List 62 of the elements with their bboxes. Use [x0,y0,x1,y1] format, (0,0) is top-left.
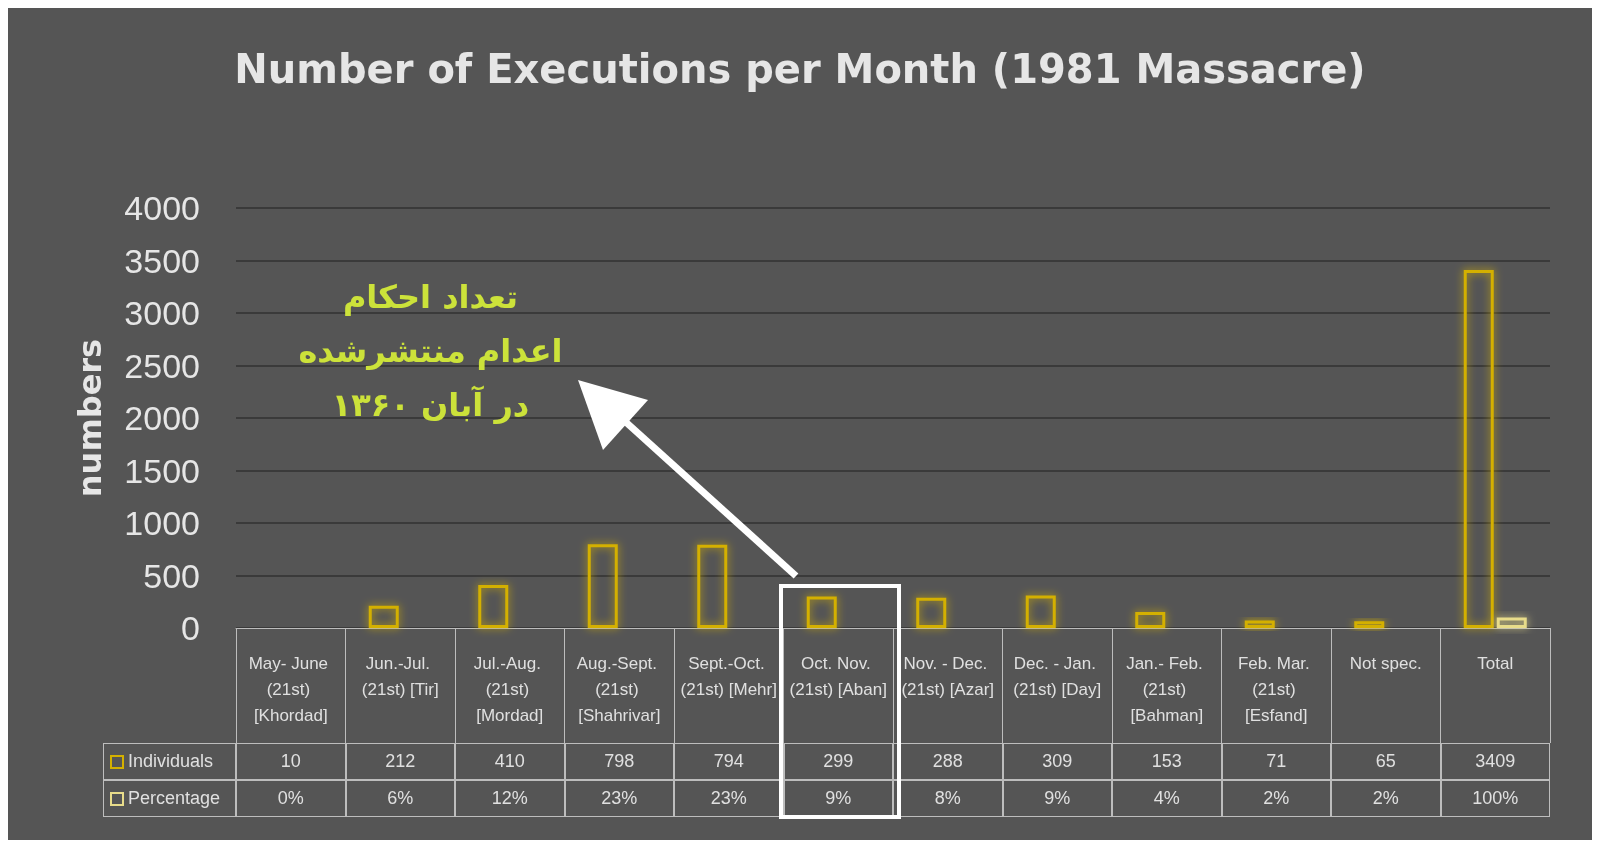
data-label: 299 [783,743,893,780]
bar [1025,595,1056,628]
data-label: 23% [564,780,674,817]
bar [587,544,618,628]
y-tick-label: 0 [181,609,200,647]
data-label: 2% [1221,780,1331,817]
data-label: 410 [455,743,565,780]
y-axis-title: numbers [71,338,109,498]
data-label: 3409 [1440,743,1550,780]
bar [1496,617,1527,628]
x-tick-label: Nov. - Dec. (21st) [Azar] [901,653,995,699]
y-tick-label: 3500 [124,241,200,280]
y-tick-label: 3000 [124,294,200,332]
y-tick-label: 1500 [124,451,200,490]
x-tick-label: Jan.- Feb. (21st) [Bahman] [1126,653,1208,725]
data-label: 8% [893,780,1003,817]
bar [478,584,509,628]
legend-label: Individuals [128,751,214,772]
x-tick-label: Total [1477,653,1514,673]
y-tick-label: 4000 [124,189,200,227]
annotation: تعداد احکام اعدام منتشرشده در آبان ۱۳۶۰ [298,277,563,426]
x-tick-label: Aug.-Sept. (21st) [Shahrivar] [576,653,662,725]
chart-title: Number of Executions per Month (1981 Massacre) [234,46,1366,92]
bar [1244,620,1275,628]
data-label: 9% [1002,780,1112,817]
x-tick-label: Jun.-Jul. (21st) [Tir] [361,653,439,699]
data-label: 798 [564,743,674,780]
bar [916,597,947,628]
x-tick-label: Feb. Mar. (21st) [Esfand] [1237,653,1315,725]
x-tick-label: Not spec. [1349,653,1422,673]
x-tick-label: Dec. - Jan. (21st) [Day] [1013,653,1102,699]
data-label: 100% [1440,780,1550,817]
data-label: 153 [1112,743,1222,780]
bar [1135,611,1166,628]
data-label: 0% [236,780,346,817]
bar [1463,270,1494,628]
x-tick-label: May- June (21st) [Khordad] [248,653,333,725]
data-label: 6% [345,780,455,817]
bar [368,605,399,628]
bar [1354,621,1385,628]
data-label: 794 [674,743,784,780]
x-tick-label: Jul.-Aug. (21st) [Mordad] [473,653,546,725]
data-label: 71 [1221,743,1331,780]
data-label: 288 [893,743,1003,780]
data-label: 9% [783,780,893,817]
y-tick-label: 2000 [124,399,200,437]
data-label: 309 [1002,743,1112,780]
data-label: 212 [345,743,455,780]
x-tick-label: Sept.-Oct. (21st) [Mehr] [680,653,777,699]
bar [806,596,837,628]
legend-label: Percentage [128,788,221,809]
y-tick-label: 1000 [124,504,200,542]
y-tick-label: 2500 [124,346,200,385]
data-label: 65 [1331,743,1441,780]
data-label: 4% [1112,780,1222,817]
data-label: 10 [236,743,346,780]
x-tick-label: Oct. Nov. (21st) [Aban] [789,653,887,699]
data-label: 2% [1331,780,1441,817]
data-label: 12% [455,780,565,817]
bar [697,544,728,628]
data-label: 23% [674,780,784,817]
y-tick-label: 500 [143,556,200,595]
